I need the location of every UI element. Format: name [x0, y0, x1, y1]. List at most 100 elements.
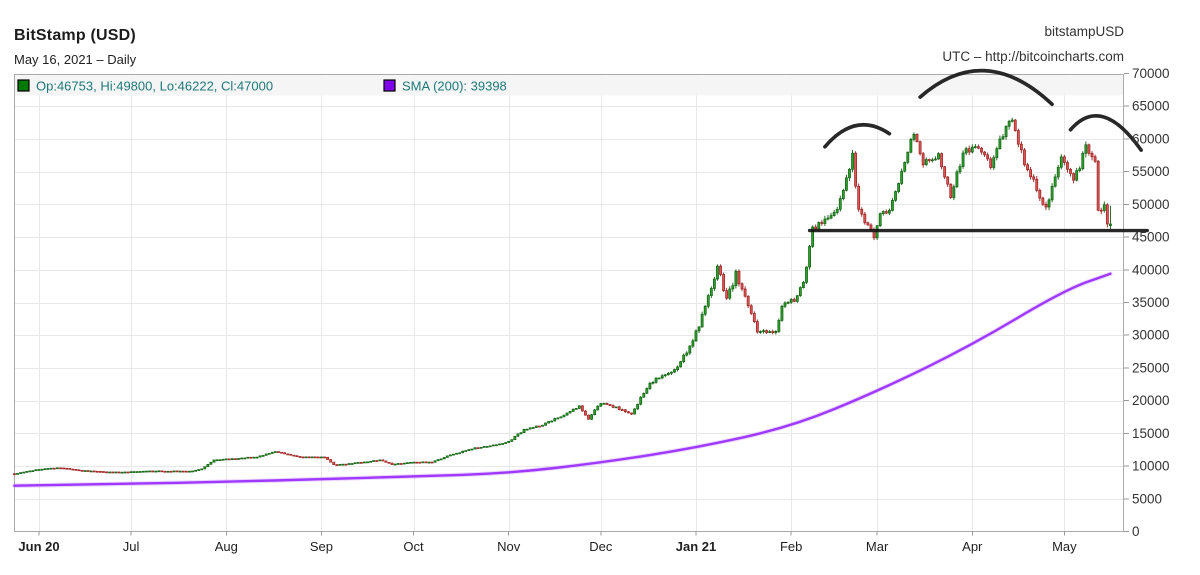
candle-body	[697, 326, 701, 332]
sma-legend-label: SMA (200): 39398	[402, 79, 507, 94]
candle-body	[995, 148, 999, 158]
candle-body	[105, 471, 108, 474]
candle-body	[645, 388, 649, 394]
candle-body	[663, 374, 667, 377]
candle-body	[280, 451, 283, 454]
candle-body	[731, 285, 735, 290]
candle-body	[393, 463, 397, 466]
candle-body	[927, 159, 931, 161]
candle-body	[1053, 176, 1057, 187]
candle-body	[670, 371, 673, 374]
candle-body	[1032, 176, 1036, 180]
candle-body	[301, 456, 305, 459]
candle-body	[16, 473, 19, 475]
candle-body	[912, 133, 916, 140]
candle-body	[559, 416, 563, 419]
x-axis-label: Oct	[403, 539, 424, 554]
candle-body	[765, 330, 768, 333]
candle-body	[83, 470, 87, 472]
candle-body	[458, 452, 461, 455]
candle-body	[528, 427, 532, 430]
candle-body	[209, 461, 213, 465]
candle-body	[224, 458, 228, 461]
candle-body	[685, 352, 689, 356]
candle-body	[25, 471, 29, 473]
candle-body	[267, 453, 271, 455]
candle-body	[1044, 203, 1048, 208]
candle-body	[977, 146, 980, 149]
candle-body	[273, 451, 277, 453]
candle-body	[1066, 162, 1069, 170]
utc-source-note: UTC – http://bitcoincharts.com	[942, 49, 1124, 64]
candle-body	[31, 470, 35, 473]
candle-body	[114, 471, 118, 474]
candle-body	[958, 166, 962, 173]
candle-body	[841, 189, 845, 199]
candle-body	[111, 471, 115, 474]
candle-body	[353, 462, 357, 465]
candle-body	[1109, 223, 1112, 226]
candle-body	[141, 470, 145, 473]
candle-body	[728, 288, 732, 299]
candle-body	[98, 470, 102, 473]
candle-body	[406, 462, 409, 465]
candle-body	[617, 406, 621, 410]
candle-body	[897, 183, 900, 192]
candle-body	[313, 456, 317, 459]
candle-body	[495, 444, 498, 447]
candle-body	[1081, 152, 1085, 170]
candle-body	[307, 456, 311, 459]
y-axis-label: 55000	[1132, 164, 1170, 179]
candle-body	[452, 453, 455, 456]
candle-body	[798, 287, 802, 297]
candle-body	[19, 472, 22, 474]
candle-body	[1087, 144, 1091, 154]
candle-body	[973, 146, 977, 148]
candle-body	[838, 198, 842, 210]
candle-body	[946, 176, 950, 185]
candle-body	[138, 471, 142, 473]
candle-body	[249, 456, 253, 459]
candle-body	[516, 433, 520, 437]
candle-body	[378, 459, 382, 462]
candle-body	[574, 408, 578, 410]
candle-body	[934, 158, 937, 161]
candle-body	[691, 340, 695, 347]
candle-body	[1007, 121, 1011, 127]
candle-body	[200, 468, 204, 471]
candle-body	[817, 222, 821, 230]
candle-body	[1062, 156, 1066, 163]
candle-body	[565, 412, 569, 416]
candle-body	[310, 456, 314, 459]
candle-body	[709, 288, 713, 296]
candle-body	[930, 159, 934, 162]
candle-body	[479, 446, 483, 449]
candle-body	[59, 467, 62, 470]
candle-body	[433, 460, 437, 463]
sma-line-halo	[12, 271, 1113, 488]
candle-body	[1013, 119, 1017, 131]
candle-body	[820, 222, 824, 224]
candle-body	[396, 463, 400, 465]
candle-body	[476, 447, 480, 450]
x-axis-label: Nov	[497, 539, 521, 554]
candle-body	[40, 468, 44, 471]
candle-body	[356, 462, 360, 464]
candle-body	[132, 471, 136, 473]
candle-body	[129, 471, 133, 473]
candle-body	[470, 448, 474, 451]
candle-body	[679, 361, 683, 368]
candle-body	[755, 321, 759, 333]
candle-body	[455, 452, 458, 455]
candle-body	[550, 420, 554, 423]
candle-body	[237, 458, 240, 460]
candle-body	[568, 411, 572, 414]
y-axis-label: 40000	[1132, 262, 1170, 277]
candle-body	[808, 246, 811, 268]
candle-body	[473, 447, 477, 450]
candle-body	[599, 403, 603, 407]
candle-body	[252, 456, 256, 459]
candle-body	[402, 462, 406, 465]
candle-body	[117, 471, 121, 474]
candle-body	[940, 153, 943, 168]
